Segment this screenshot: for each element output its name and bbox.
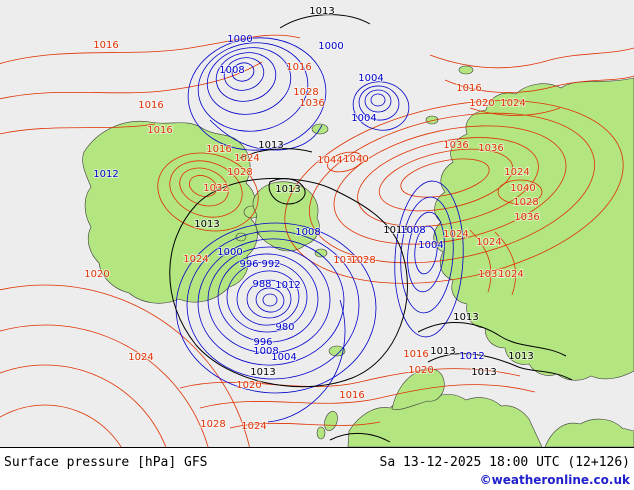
pressure-label: 1013 — [275, 184, 300, 195]
pressure-label: 1016 — [339, 390, 364, 401]
pressure-label: 1020 — [84, 269, 109, 280]
pressure-label: 1004 — [358, 73, 383, 84]
pressure-label: 1032 — [203, 183, 228, 194]
surface-pressure-map: 1013 1013 1013 1013 1013 1013 1013 1013 1013 1013… — [0, 0, 634, 448]
pressure-label: 1036 — [514, 212, 539, 223]
pressure-label: 1016 — [93, 40, 118, 51]
pressure-label: 1013 — [309, 6, 334, 17]
pressure-label: 1016 — [286, 62, 311, 73]
pressure-label: 1004 — [271, 352, 296, 363]
pressure-label: 980 — [275, 322, 294, 333]
pressure-label: 1016 — [138, 100, 163, 111]
pressure-label: 996 — [253, 337, 272, 348]
pressure-label: 1016 — [403, 349, 428, 360]
caption-bar: Surface pressure [hPa] GFS Sa 13-12-2025… — [0, 448, 634, 490]
pressure-label: 992 — [261, 259, 280, 270]
landmasses — [82, 65, 634, 447]
pressure-label: 1032 — [333, 255, 358, 266]
footer-right: Sa 13-12-2025 18:00 UTC (12+126) ©weathe… — [380, 455, 630, 487]
pressure-label: 1013 — [250, 367, 275, 378]
model-name: GFS — [184, 455, 208, 470]
pressure-label: 1013 — [194, 219, 219, 230]
pressure-label: 1012 — [93, 169, 118, 180]
isobars-1013 — [169, 14, 573, 443]
pressure-label: 988 — [252, 279, 271, 290]
isobars-low-pressure — [175, 37, 464, 423]
pressure-label: 1044 — [317, 155, 342, 166]
pressure-label: 1000 — [318, 41, 343, 52]
pressure-label: 1013 — [258, 140, 283, 151]
pressure-label: 1024 — [183, 254, 208, 265]
pressure-label: 1036 — [478, 143, 503, 154]
pressure-label: 1008 — [400, 225, 425, 236]
pressure-label: 1008 — [219, 65, 244, 76]
pressure-label: 1008 — [253, 346, 278, 357]
pressure-label: 1013 — [430, 346, 455, 357]
pressure-label: 1040 — [343, 154, 368, 165]
pressure-label: 1024 — [498, 269, 523, 280]
product-unit: [hPa] — [137, 455, 177, 470]
pressure-label: 1004 — [418, 240, 443, 251]
pressure-label: 1008 — [295, 227, 320, 238]
pressure-label: 1028 — [200, 419, 225, 430]
pressure-label: 1028 — [293, 87, 318, 98]
product-title: Surface pressure [hPa] GFS — [4, 455, 208, 470]
pressure-label: 1016 — [456, 83, 481, 94]
valid-time: Sa 13-12-2025 18:00 UTC (12+126) — [379, 455, 630, 470]
pressure-label: 996 — [239, 259, 258, 270]
pressure-label: 1028 — [513, 197, 538, 208]
pressure-label: 1024 — [500, 98, 525, 109]
pressure-labels: 1013 1013 1013 1013 1013 1013 1013 1013 1013 1013… — [83, 5, 540, 433]
pressure-label: 1004 — [351, 113, 376, 124]
pressure-label: 1013 — [383, 225, 408, 236]
pressure-label: 1024 — [128, 352, 153, 363]
pressure-label: 1040 — [510, 183, 535, 194]
pressure-label: 1000 — [217, 247, 242, 258]
pressure-label: 1020 — [236, 380, 261, 391]
pressure-label: 1024 — [241, 421, 266, 432]
pressure-label: 1024 — [234, 153, 259, 164]
pressure-label: 1028 — [227, 167, 252, 178]
pressure-label: 1013 — [453, 312, 478, 323]
pressure-label: 1020 — [469, 98, 494, 109]
pressure-label: 1024 — [504, 167, 529, 178]
pressure-label: 1024 — [443, 229, 468, 240]
pressure-label: 1024 — [476, 237, 501, 248]
pressure-label: 1028 — [350, 255, 375, 266]
map-canvas: 1013 1013 1013 1013 1013 1013 1013 1013 1013 1013… — [0, 5, 634, 447]
pressure-label: 1000 — [227, 34, 252, 45]
pressure-label: 1032 — [478, 269, 503, 280]
pressure-label: 1013 — [471, 367, 496, 378]
isobars-high-pressure — [0, 34, 634, 447]
product-name: Surface pressure — [4, 455, 130, 470]
pressure-label: 1016 — [206, 144, 231, 155]
pressure-label: 1012 — [459, 351, 484, 362]
pressure-label: 1036 — [299, 98, 324, 109]
pressure-label: 1013 — [508, 351, 533, 362]
pressure-label: 1012 — [275, 280, 300, 291]
copyright-link[interactable]: ©weatheronline.co.uk — [479, 473, 630, 487]
pressure-label: 1036 — [443, 140, 468, 151]
pressure-label: 1016 — [147, 125, 172, 136]
pressure-label: 1020 — [408, 365, 433, 376]
